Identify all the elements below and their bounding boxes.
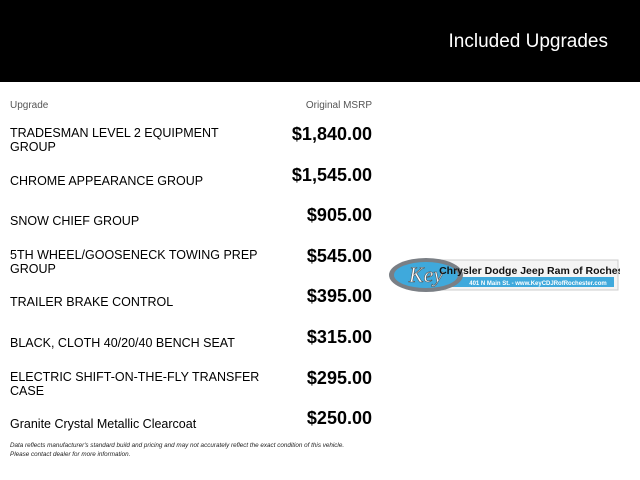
- upgrade-price: $1,840.00: [291, 124, 372, 144]
- logo-address: 401 N Main St. - www.KeyCDJRofRochester.…: [469, 281, 606, 287]
- upgrade-price: $295.00: [306, 367, 372, 388]
- logo-mark: Key: [408, 262, 443, 287]
- disclaimer: Data reflects manufacturer's standard bu…: [10, 442, 344, 459]
- upgrade-row: ELECTRIC SHIFT-ON-THE-FLY TRANSFER CASE $…: [10, 364, 372, 404]
- disclaimer-line-1: Data reflects manufacturer's standard bu…: [10, 442, 345, 449]
- page-title: Included Upgrades: [448, 31, 609, 52]
- upgrade-row: BLACK, CLOTH 40/20/40 BENCH SEAT $315.00: [10, 323, 372, 363]
- column-header-upgrade: Upgrade: [10, 100, 49, 111]
- upgrade-name: BLACK, CLOTH 40/20/40 BENCH SEAT: [10, 336, 235, 350]
- upgrade-name: 5TH WHEEL/GOOSENECK TOWING PREP GROUP: [10, 247, 258, 276]
- upgrade-name: TRAILER BRAKE CONTROL: [10, 295, 174, 310]
- logo-dealer-name: Chrysler Dodge Jeep Ram of Rochester: [439, 265, 620, 277]
- dealer-logo: Key Chrysler Dodge Jeep Ram of Rochester…: [388, 257, 637, 293]
- upgrade-price: $315.00: [306, 327, 372, 347]
- upgrade-row: TRAILER BRAKE CONTROL $395.00: [10, 282, 372, 322]
- disclaimer-line-2: Please contact dealer for more informati…: [10, 450, 131, 458]
- upgrade-price: $545.00: [306, 245, 372, 266]
- header-bar: Included Upgrades: [0, 0, 640, 82]
- upgrade-name: CHROME APPEARANCE GROUP: [10, 173, 204, 188]
- upgrade-row: TRADESMAN LEVEL 2 EQUIPMENT GROUP $1,840.…: [10, 120, 372, 160]
- upgrade-row: CHROME APPEARANCE GROUP $1,545.00: [10, 161, 372, 201]
- upgrade-price: $250.00: [306, 408, 372, 429]
- upgrade-name: SNOW CHIEF GROUP: [10, 214, 140, 229]
- upgrade-name: Granite Crystal Metallic Clearcoat: [10, 417, 197, 432]
- upgrade-price: $1,545.00: [291, 164, 372, 185]
- upgrade-name: ELECTRIC SHIFT-ON-THE-FLY TRANSFER CASE: [10, 369, 260, 398]
- column-header-msrp: Original MSRP: [305, 100, 372, 111]
- upgrade-name: TRADESMAN LEVEL 2 EQUIPMENT GROUP: [10, 126, 219, 154]
- upgrade-row: 5TH WHEEL/GOOSENECK TOWING PREP GROUP $54…: [10, 242, 372, 282]
- upgrade-price: $395.00: [306, 286, 372, 307]
- upgrade-row: Granite Crystal Metallic Clearcoat $250.0…: [10, 404, 372, 444]
- upgrade-price: $905.00: [306, 205, 372, 226]
- upgrade-row: SNOW CHIEF GROUP $905.00: [10, 201, 372, 241]
